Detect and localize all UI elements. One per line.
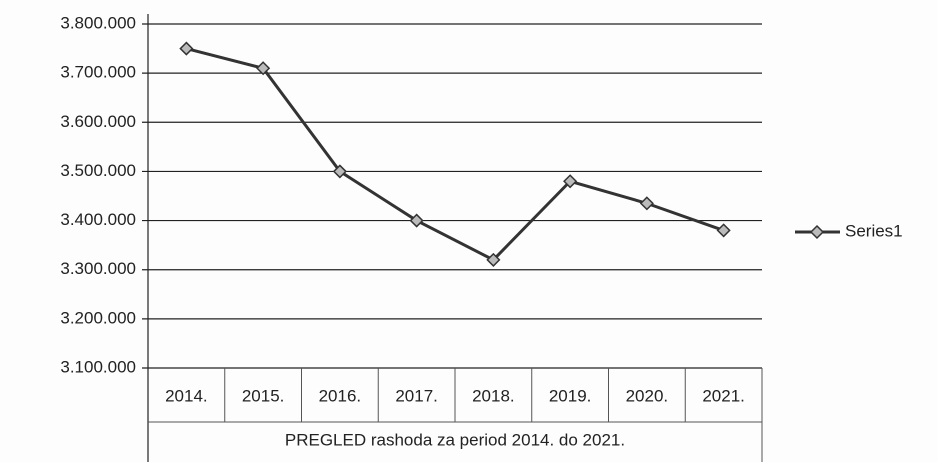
y-tick-label: 3.200.000 <box>60 308 136 327</box>
x-tick-label: 2014. <box>165 386 208 405</box>
y-tick-label: 3.500.000 <box>60 161 136 180</box>
marker <box>332 164 347 179</box>
marker <box>486 252 501 267</box>
marker <box>639 196 654 211</box>
x-tick-label: 2020. <box>626 386 669 405</box>
x-tick-label: 2015. <box>242 386 285 405</box>
x-axis-title: PREGLED rashoda za period 2014. do 2021. <box>285 430 625 449</box>
legend-label: Series1 <box>845 221 903 240</box>
legend-marker <box>809 224 825 240</box>
x-tick-label: 2021. <box>702 386 745 405</box>
y-tick-label: 3.300.000 <box>60 259 136 278</box>
x-tick-label: 2016. <box>319 386 362 405</box>
x-tick-label: 2017. <box>395 386 438 405</box>
marker <box>256 61 271 76</box>
y-tick-label: 3.100.000 <box>60 357 136 376</box>
marker <box>563 174 578 189</box>
x-tick-label: 2019. <box>549 386 592 405</box>
marker <box>716 223 731 238</box>
series-line <box>186 47 725 262</box>
y-tick-label: 3.700.000 <box>60 63 136 82</box>
marker <box>409 213 424 228</box>
marker <box>179 41 194 56</box>
x-tick-label: 2018. <box>472 386 515 405</box>
y-tick-label: 3.600.000 <box>60 112 136 131</box>
y-tick-label: 3.400.000 <box>60 210 136 229</box>
y-tick-label: 3.800.000 <box>60 13 136 32</box>
